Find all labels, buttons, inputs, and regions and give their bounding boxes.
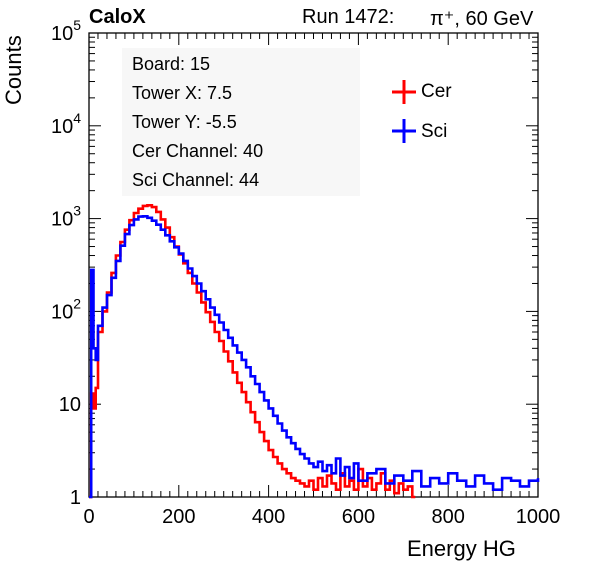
legend-label-sci: Sci — [421, 121, 448, 142]
legend-marks — [392, 80, 416, 143]
x-axis-title: Energy HG — [407, 536, 516, 561]
run-label: Run 1472: — [302, 6, 395, 28]
info-box: Board: 15 Tower X: 7.5 Tower Y: -5.5 Cer… — [122, 48, 360, 196]
info-sci-channel: Sci Channel: 44 — [132, 170, 260, 190]
y-tick-label: 103 — [51, 203, 81, 231]
info-board: Board: 15 — [132, 54, 211, 74]
x-tick-label: 0 — [83, 506, 94, 528]
y-tick-label: 105 — [51, 17, 81, 45]
x-tick-label: 400 — [252, 506, 285, 528]
info-tower-x: Tower X: 7.5 — [132, 83, 233, 103]
x-tick-label: 800 — [432, 506, 465, 528]
y-tick-label: 104 — [51, 110, 81, 138]
experiment-label: CaloX — [89, 6, 146, 28]
x-tick-label: 1000 — [516, 506, 561, 528]
series-layer — [89, 204, 540, 499]
x-tick-label: 600 — [342, 506, 375, 528]
info-cer-channel: Cer Channel: 40 — [132, 141, 264, 161]
y-axis-title: Counts — [1, 35, 26, 105]
y-tick-label: 10 — [59, 394, 81, 416]
x-tick-label: 200 — [162, 506, 195, 528]
axis-tick-labels: 0 200 400 600 800 1000 1 10 102 103 104 105 — [51, 17, 560, 528]
series-cer — [89, 204, 416, 499]
legend-label-cer: Cer — [421, 81, 452, 102]
series-sci — [89, 215, 540, 499]
y-tick-label: 1 — [70, 487, 81, 509]
beam-label: π⁺, 60 GeV — [430, 8, 534, 30]
y-tick-label: 102 — [51, 295, 81, 323]
info-tower-y: Tower Y: -5.5 — [132, 112, 237, 132]
